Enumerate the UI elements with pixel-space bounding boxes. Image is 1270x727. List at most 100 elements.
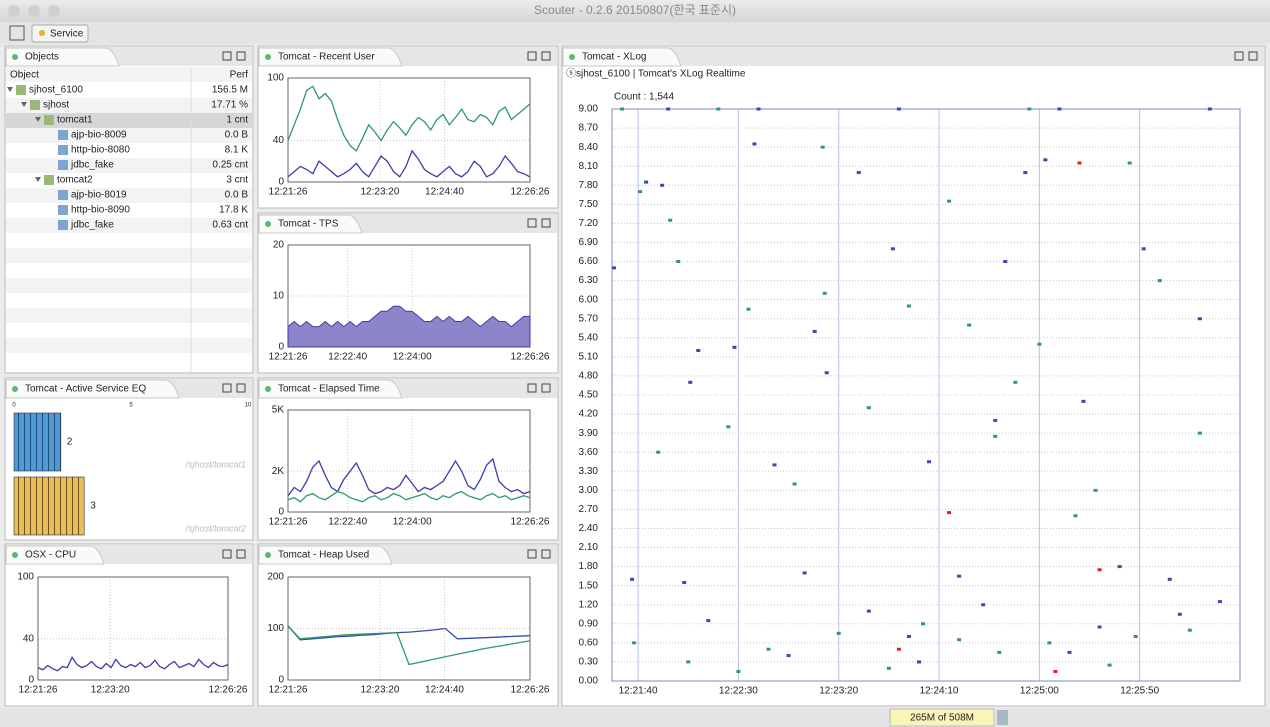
- maximize-view[interactable]: [541, 51, 551, 61]
- object-name[interactable]: sjhost: [43, 100, 69, 111]
- xlog-point: [906, 635, 911, 639]
- y-tick-label: 100: [17, 572, 34, 583]
- xlog-point: [1013, 380, 1018, 384]
- minimize-view[interactable]: [222, 549, 232, 559]
- xlog-point: [1217, 600, 1222, 604]
- object-perf: 3 cnt: [226, 175, 248, 186]
- series-line: [287, 625, 531, 666]
- minimize-view[interactable]: [222, 51, 232, 61]
- close-button[interactable]: [8, 5, 20, 17]
- maximize-view[interactable]: [541, 218, 551, 228]
- maximize-view[interactable]: [236, 383, 246, 393]
- xlog-point: [822, 291, 827, 295]
- y-tick-label: 40: [23, 633, 35, 644]
- panel-title: Tomcat - Active Service EQ: [25, 384, 146, 395]
- perspective-icon[interactable]: [9, 25, 25, 41]
- heap-status[interactable]: [889, 708, 995, 727]
- expand-arrow[interactable]: [35, 177, 41, 182]
- y-tick-label: 2.40: [579, 523, 599, 534]
- object-name[interactable]: http-bio-8090: [71, 205, 130, 216]
- y-tick-label: 1.80: [579, 561, 599, 572]
- expand-arrow[interactable]: [7, 87, 13, 92]
- gc-button[interactable]: [997, 710, 1008, 725]
- xlog-point: [1133, 635, 1138, 639]
- minimize-view[interactable]: [527, 383, 537, 393]
- xlog-point: [1003, 260, 1008, 264]
- x-tick-label: 12:23:20: [91, 685, 130, 696]
- y-tick-label: 8.70: [579, 123, 599, 134]
- plot-frame: [287, 77, 531, 183]
- panel-icon: [265, 54, 271, 60]
- xlog-point: [746, 307, 751, 311]
- xlog-point: [644, 180, 649, 184]
- object-icon: [30, 100, 40, 110]
- expand-arrow[interactable]: [21, 102, 27, 107]
- expand-arrow[interactable]: [35, 117, 41, 122]
- xlog-point: [1073, 514, 1078, 518]
- x-tick-label: 12:24:40: [425, 187, 464, 198]
- object-name[interactable]: sjhost_6100: [29, 85, 83, 96]
- series-area: [287, 305, 531, 348]
- maximize-view[interactable]: [236, 549, 246, 559]
- minimize-view[interactable]: [527, 549, 537, 559]
- object-name[interactable]: tomcat1: [57, 115, 93, 126]
- object-icon: [58, 190, 68, 200]
- y-tick-label: 100: [267, 73, 284, 84]
- x-tick-label: 12:21:40: [619, 686, 658, 697]
- zoom-button[interactable]: [48, 5, 60, 17]
- y-tick-label: 0: [278, 675, 284, 686]
- table-row: [6, 113, 252, 128]
- minimize-view[interactable]: [222, 383, 232, 393]
- plot-frame: [287, 409, 531, 513]
- minimize-view[interactable]: [1234, 51, 1244, 61]
- xlog-point: [1057, 107, 1062, 111]
- xlog-point: [736, 669, 741, 673]
- maximize-view[interactable]: [1248, 51, 1258, 61]
- xlog-point: [957, 638, 962, 642]
- object-icon: [44, 175, 54, 185]
- object-perf: 0.63 cnt: [212, 220, 248, 231]
- object-name[interactable]: jdbc_fake: [70, 160, 114, 171]
- y-tick-label: 3.30: [579, 466, 599, 477]
- xlog-point: [632, 641, 637, 645]
- xlog-point: [896, 107, 901, 111]
- table-row: [6, 338, 252, 353]
- maximize-view[interactable]: [236, 51, 246, 61]
- object-name[interactable]: ajp-bio-8019: [71, 190, 127, 201]
- x-tick-label: 12:24:40: [425, 685, 464, 696]
- panel-title: Tomcat - Heap Used: [278, 550, 369, 561]
- object-name[interactable]: http-bio-8080: [71, 145, 130, 156]
- minimize-view[interactable]: [527, 51, 537, 61]
- object-name[interactable]: tomcat2: [57, 175, 93, 186]
- panel-title: Objects: [25, 52, 59, 63]
- minimize-button[interactable]: [28, 5, 40, 17]
- y-tick-label: 7.80: [579, 180, 599, 191]
- x-tick-label: 12:26:26: [511, 517, 550, 528]
- y-tick-label: 20: [273, 240, 285, 251]
- xlog-point: [866, 406, 871, 410]
- y-tick-label: 0.00: [579, 676, 599, 687]
- object-perf: 156.5 M: [212, 85, 248, 96]
- series-line: [287, 625, 531, 641]
- xlog-point: [993, 434, 998, 438]
- x-tick-label: 0: [12, 403, 16, 409]
- object-name[interactable]: ajp-bio-8009: [71, 130, 127, 141]
- xlog-count: Count : 1,544: [614, 92, 674, 103]
- service-tab-label[interactable]: Service: [50, 29, 84, 40]
- y-tick-label: 0: [278, 342, 284, 353]
- maximize-view[interactable]: [541, 383, 551, 393]
- xlog-point: [836, 631, 841, 635]
- x-tick-label: 12:26:26: [511, 352, 550, 363]
- maximize-view[interactable]: [541, 549, 551, 559]
- y-tick-label: 5K: [272, 405, 285, 416]
- xlog-point: [967, 323, 972, 327]
- y-tick-label: 4.20: [579, 409, 599, 420]
- service-tab[interactable]: [31, 24, 89, 43]
- y-tick-label: 7.20: [579, 218, 599, 229]
- object-name[interactable]: jdbc_fake: [70, 220, 114, 231]
- series-line: [287, 457, 531, 497]
- xlog-point: [676, 260, 681, 264]
- minimize-view[interactable]: [527, 218, 537, 228]
- bar-value-label: 3: [90, 501, 96, 512]
- bar-value-label: 2: [67, 437, 73, 448]
